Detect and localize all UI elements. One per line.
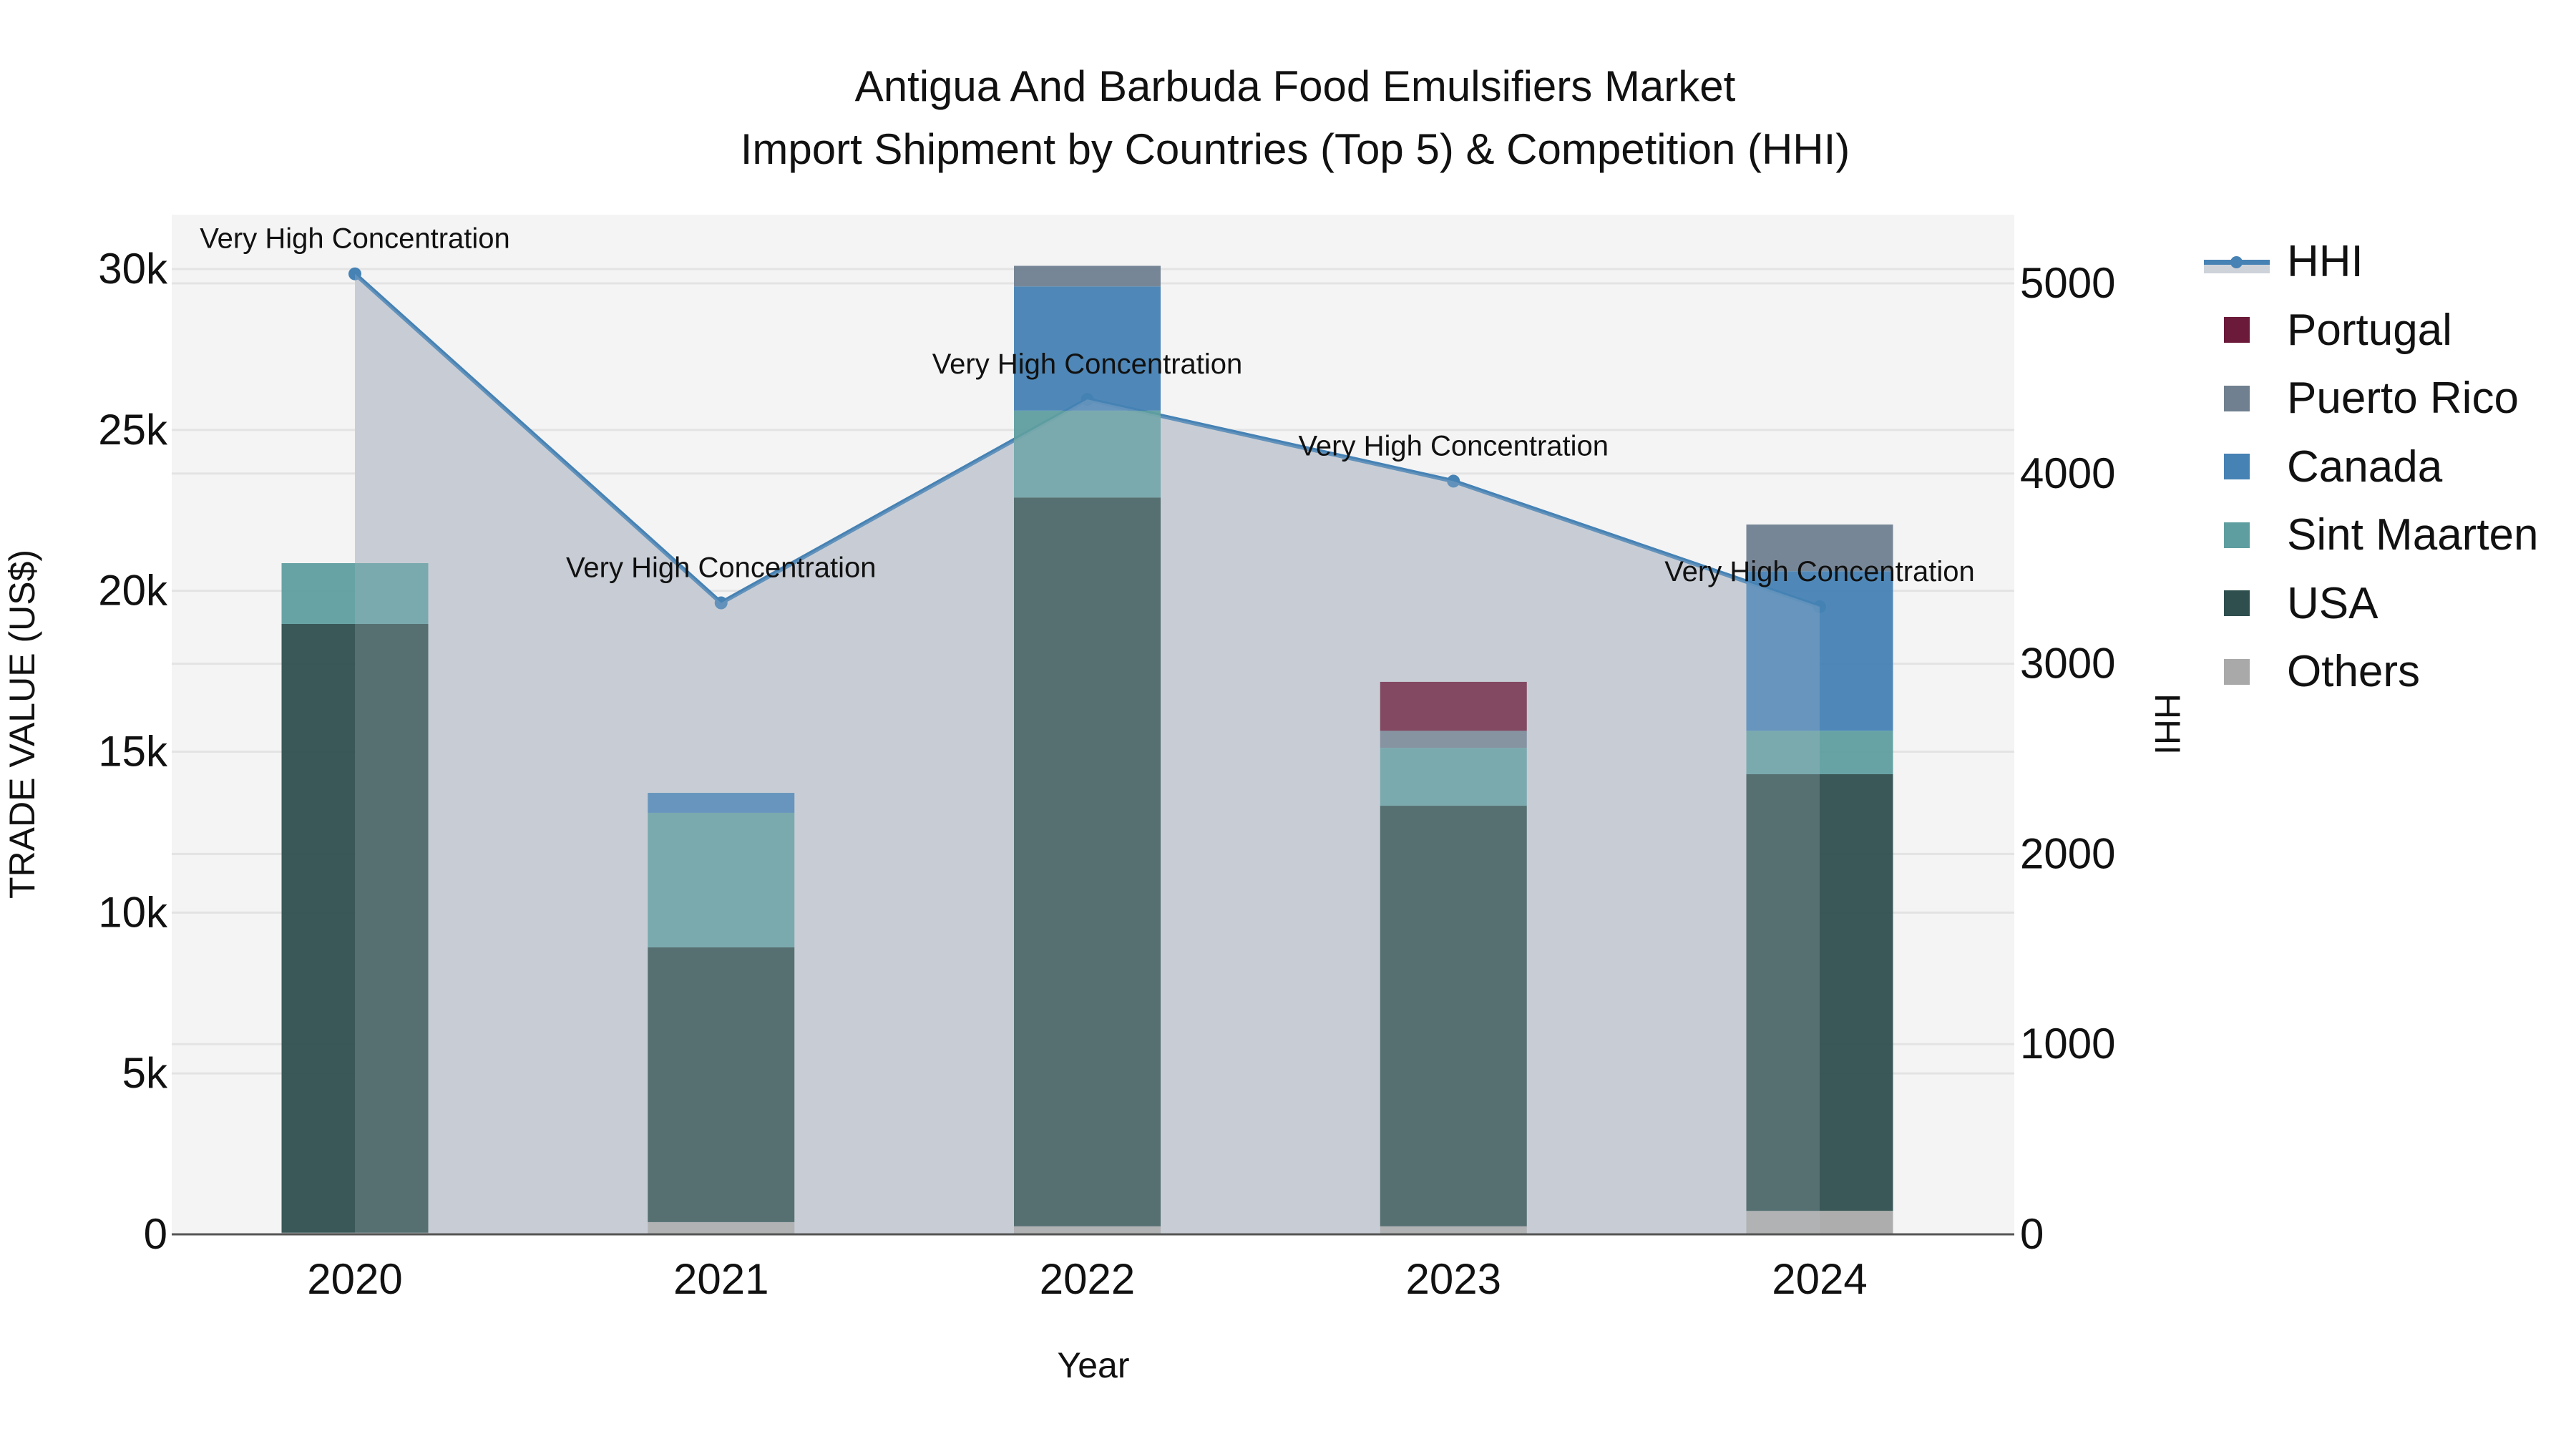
hhi-area-overlay [355, 273, 1820, 1235]
left-tick-label: 0 [144, 1210, 167, 1258]
bar-segment-portugal[interactable] [1380, 681, 1527, 731]
bar-segment-canada[interactable] [1014, 286, 1161, 411]
x-tick-label: 2024 [1772, 1255, 1867, 1303]
bar-segment-others[interactable] [1014, 1226, 1161, 1234]
bar-segment-usa[interactable] [648, 947, 795, 1222]
hhi-marker[interactable] [714, 596, 728, 610]
others-swatch-icon [2224, 658, 2250, 685]
legend-item-portugal[interactable]: Portugal [2204, 296, 2539, 365]
x-tick-label: 2021 [673, 1255, 769, 1303]
legend-item-sint-maarten[interactable]: Sint Maarten [2204, 501, 2539, 570]
right-tick-label: 5000 [2020, 259, 2115, 307]
legend-label: Sint Maarten [2287, 510, 2539, 560]
x-tick-label: 2023 [1406, 1255, 1501, 1303]
right-tick-label: 3000 [2020, 640, 2115, 688]
bar-segment-usa[interactable] [1014, 497, 1161, 1226]
legend-item-puerto-rico[interactable]: Puerto Rico [2204, 364, 2539, 433]
usa-swatch-icon [2224, 590, 2250, 617]
left-tick-label: 30k [98, 245, 168, 293]
canada-swatch-icon [2224, 454, 2250, 480]
bar-segment-sint-maarten[interactable] [1746, 731, 1893, 774]
x-tick-label: 2020 [307, 1255, 402, 1303]
bar-segment-others[interactable] [1380, 1226, 1527, 1234]
bar-segment-usa[interactable] [281, 623, 429, 1233]
chart-title-line2: Import Shipment by Countries (Top 5) & C… [740, 125, 1850, 173]
bar-segment-puerto-rico[interactable] [1746, 525, 1893, 572]
hhi-marker[interactable] [348, 267, 361, 280]
axes: 0 5k 10k 15k 20k 25k 30k 0 1000 2000 3000 4000 5000 2… [98, 245, 2115, 1303]
hhi-annotation: Very High Concentration [932, 348, 1243, 380]
right-tick-label: 0 [2020, 1210, 2044, 1258]
legend: HHI Portugal Puerto Rico Canada Sint Maa… [2204, 228, 2539, 706]
bar-segment-sint-maarten[interactable] [1014, 410, 1161, 498]
sint-maarten-swatch-icon [2224, 522, 2250, 548]
left-tick-label: 25k [98, 406, 168, 454]
legend-item-others[interactable]: Others [2204, 638, 2539, 706]
bar-segment-canada[interactable] [648, 793, 795, 813]
bar-segment-sint-maarten[interactable] [1380, 748, 1527, 806]
left-tick-label: 20k [98, 567, 168, 615]
left-axis-title: TRADE VALUE (US$) [2, 550, 42, 899]
legend-label: HHI [2287, 237, 2363, 287]
left-tick-label: 15k [98, 728, 168, 776]
bar-segment-usa[interactable] [1746, 774, 1893, 1211]
bar-segment-sint-maarten[interactable] [648, 812, 795, 947]
x-axis-title: Year [1057, 1345, 1129, 1385]
right-tick-label: 4000 [2020, 449, 2115, 497]
stacked-bars [281, 265, 1893, 1235]
legend-label: Canada [2287, 441, 2443, 492]
puerto-rico-swatch-icon [2224, 385, 2250, 411]
bar-segment-others[interactable] [1746, 1211, 1893, 1234]
left-tick-label: 10k [98, 888, 168, 936]
x-tick-label: 2022 [1040, 1255, 1135, 1303]
legend-item-hhi[interactable]: HHI [2204, 228, 2539, 296]
bar-segment-others[interactable] [648, 1221, 795, 1234]
legend-label: Puerto Rico [2287, 374, 2519, 424]
portugal-swatch-icon [2224, 317, 2250, 343]
bar-segment-puerto-rico[interactable] [1380, 731, 1527, 748]
bar-segment-sint-maarten[interactable] [281, 562, 429, 624]
right-tick-label: 1000 [2020, 1020, 2115, 1068]
hhi-annotation: Very High Concentration [1298, 430, 1609, 462]
chart-title-line1: Antigua And Barbuda Food Emulsifiers Mar… [854, 62, 1736, 110]
hhi-annotations: Very High Concentration Very High Concent… [200, 223, 1975, 587]
bar-segment-puerto-rico[interactable] [1014, 265, 1161, 287]
legend-item-usa[interactable]: USA [2204, 570, 2539, 638]
bar-segment-canada[interactable] [1746, 571, 1893, 731]
hhi-annotation: Very High Concentration [566, 552, 877, 584]
legend-label: USA [2287, 578, 2379, 628]
legend-item-canada[interactable]: Canada [2204, 433, 2539, 502]
legend-label: Others [2287, 647, 2421, 697]
hhi-line-swatch-icon [2204, 248, 2270, 276]
right-axis-title: HHI [2147, 693, 2187, 755]
legend-label: Portugal [2287, 305, 2452, 355]
right-tick-label: 2000 [2020, 829, 2115, 877]
left-tick-label: 5k [122, 1049, 168, 1097]
hhi-annotation: Very High Concentration [1664, 556, 1975, 587]
hhi-marker[interactable] [1447, 474, 1460, 488]
hhi-annotation: Very High Concentration [200, 223, 510, 255]
bar-segment-usa[interactable] [1380, 806, 1527, 1226]
